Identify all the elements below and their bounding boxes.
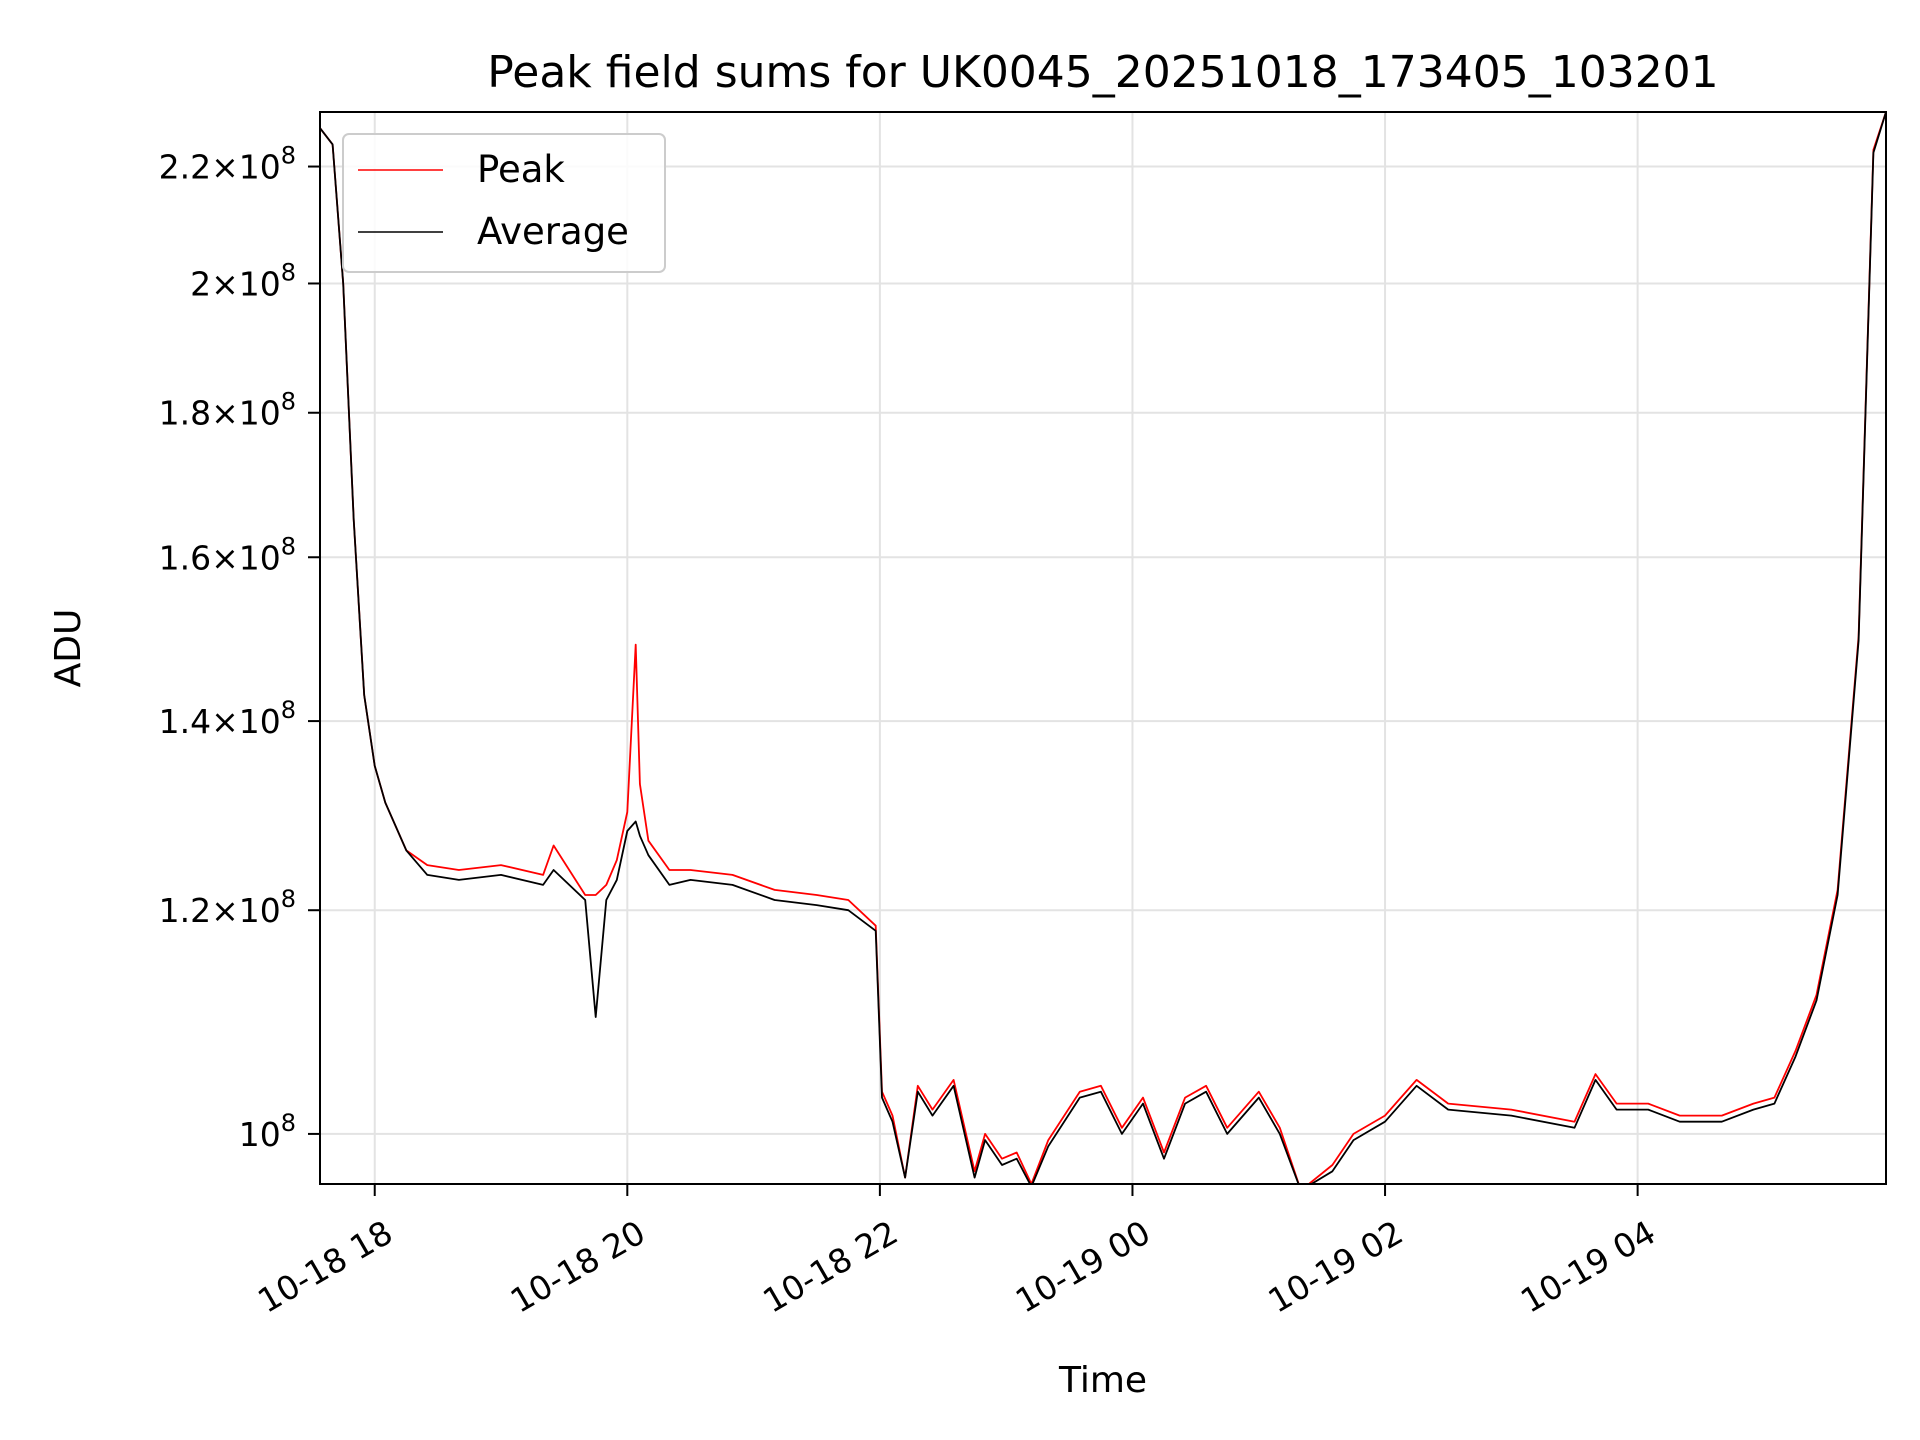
series-line-average xyxy=(320,112,1886,1184)
series-lines xyxy=(320,112,1886,1184)
y-tick-label: 2.2×108 xyxy=(159,142,296,187)
y-tick-label: 1.8×108 xyxy=(159,388,296,433)
legend-box xyxy=(342,133,666,273)
plot-area xyxy=(320,112,1886,1184)
series-line-peak xyxy=(320,112,1886,1184)
y-tick-label: 1.6×108 xyxy=(159,532,296,577)
y-axis-ticks: 108 1.2×108 1.4×108 1.6×108 1.8×108 2×108 2.2×… xyxy=(159,142,320,1154)
legend-label-average: Average xyxy=(477,210,629,253)
grid-lines xyxy=(320,112,1886,1184)
legend-label-peak: Peak xyxy=(477,148,565,191)
chart-title: Peak field sums for UK0045_20251018_1734… xyxy=(487,47,1718,98)
legend: Peak Average xyxy=(342,133,666,273)
y-tick-label: 1.4×108 xyxy=(159,696,296,741)
x-axis-label: Time xyxy=(1058,1360,1147,1401)
y-tick-label: 1.2×108 xyxy=(159,885,296,930)
y-tick-label: 2×108 xyxy=(190,258,296,303)
plot-frame xyxy=(319,111,1887,1185)
y-axis-label: ADU xyxy=(48,609,89,688)
y-tick-label: 108 xyxy=(239,1109,296,1154)
